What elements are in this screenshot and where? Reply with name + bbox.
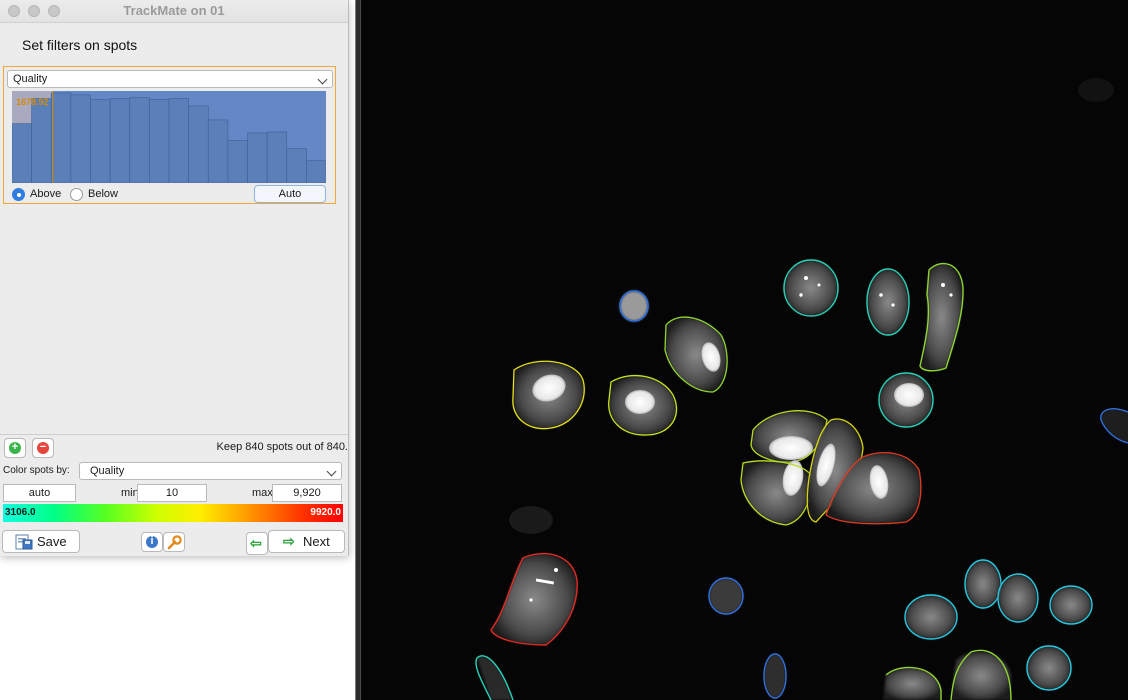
cell-spot[interactable]: [1100, 408, 1128, 444]
info-button[interactable]: i: [141, 532, 163, 552]
cell-spot[interactable]: [1026, 645, 1072, 691]
cell-spot[interactable]: [490, 553, 578, 646]
color-spots-label: Color spots by:: [3, 465, 70, 476]
max-value-field[interactable]: 9,920: [272, 484, 342, 502]
title-bar: TrackMate on 01: [0, 0, 348, 23]
histogram-bar: [109, 98, 131, 183]
cell-spot[interactable]: [883, 666, 942, 700]
previous-button[interactable]: ⇦: [246, 532, 268, 555]
histogram-bar: [90, 99, 111, 183]
filter-panel: Quality 1678.92 Above Below Auto: [3, 66, 336, 204]
auto-threshold-button[interactable]: Auto: [254, 185, 326, 203]
next-button[interactable]: ⇨ Next: [268, 530, 345, 553]
cell-spot[interactable]: [664, 316, 728, 393]
histogram-bar: [12, 123, 32, 183]
remove-filter-button[interactable]: −: [32, 438, 54, 458]
histogram-bar: [207, 119, 229, 183]
histogram-bar: [227, 140, 248, 183]
cell-spot[interactable]: [919, 262, 964, 372]
cell-spot[interactable]: [1049, 585, 1093, 625]
filter-controls: + − Keep 840 spots out of 840. Color spo…: [0, 434, 348, 557]
background-cell: [1078, 78, 1114, 102]
histogram-bar: [168, 98, 189, 183]
cell-spot[interactable]: [740, 459, 812, 526]
image-viewer[interactable]: [361, 0, 1128, 700]
below-radio-indicator[interactable]: [70, 188, 83, 201]
quality-histogram[interactable]: [12, 91, 326, 183]
cell-spot[interactable]: [763, 653, 787, 699]
histogram-bar: [50, 92, 72, 183]
cell-spot[interactable]: [997, 573, 1039, 623]
color-feature-select[interactable]: Quality: [79, 462, 342, 480]
color-scale-max: 9920.0: [310, 507, 341, 518]
save-button[interactable]: Save: [2, 530, 80, 553]
cell-spot[interactable]: [783, 259, 839, 317]
threshold-value-label: 1678.92: [16, 97, 49, 107]
next-button-label: Next: [303, 534, 330, 549]
cell-spot[interactable]: [806, 418, 864, 523]
below-radio[interactable]: Below: [70, 187, 130, 203]
histogram-bar: [306, 160, 326, 183]
cell-spot[interactable]: [866, 268, 910, 336]
trackmate-window: TrackMate on 01 Set filters on spots Qua…: [0, 0, 349, 556]
chevron-down-icon: [326, 466, 337, 477]
add-filter-button[interactable]: +: [4, 438, 26, 458]
window-title: TrackMate on 01: [123, 3, 225, 18]
above-radio[interactable]: Above: [12, 187, 72, 203]
cell-spot[interactable]: [950, 649, 1012, 700]
panel-heading: Set filters on spots: [22, 37, 138, 53]
min-value-field[interactable]: 10: [137, 484, 207, 502]
below-radio-label: Below: [88, 188, 118, 200]
microscopy-image[interactable]: [361, 0, 1128, 700]
filter-feature-value: Quality: [13, 73, 48, 85]
background-cell: [509, 506, 553, 534]
max-label: max: [252, 487, 273, 499]
save-button-label: Save: [37, 534, 67, 549]
cell-spot[interactable]: [708, 577, 744, 615]
histogram-bar: [149, 99, 170, 183]
remove-filter-icon: −: [37, 441, 49, 454]
histogram-bar: [266, 131, 288, 183]
color-feature-value: Quality: [90, 465, 125, 477]
spots-kept-summary: Keep 840 spots out of 840.: [216, 441, 349, 453]
info-icon: i: [146, 535, 158, 548]
histogram-bar: [286, 148, 307, 183]
above-radio-label: Above: [30, 188, 62, 200]
histogram-bar: [70, 94, 91, 183]
minimize-window-button[interactable]: [28, 5, 40, 17]
cell-spot[interactable]: [878, 372, 934, 428]
cell-spot[interactable]: [512, 360, 585, 430]
cell-spot[interactable]: [964, 559, 1002, 609]
chevron-down-icon: [317, 74, 328, 85]
cell-spot[interactable]: [619, 290, 649, 322]
auto-range-field[interactable]: auto: [3, 484, 76, 502]
cell-spot[interactable]: [475, 655, 514, 700]
histogram-bar: [129, 97, 150, 183]
add-filter-icon: +: [9, 441, 21, 454]
arrow-right-icon: ⇨: [283, 533, 295, 549]
min-label: min: [121, 487, 139, 499]
histogram-bar: [247, 132, 268, 183]
cell-spot[interactable]: [904, 594, 958, 640]
histogram-bar: [31, 98, 52, 183]
cell-spot[interactable]: [825, 452, 922, 525]
cell-spot[interactable]: [750, 410, 828, 463]
settings-button[interactable]: [163, 532, 185, 552]
filter-feature-select[interactable]: Quality: [7, 70, 333, 88]
above-radio-indicator[interactable]: [12, 188, 25, 201]
arrow-left-icon: ⇦: [250, 535, 262, 551]
save-icon: [15, 534, 33, 550]
zoom-window-button[interactable]: [48, 5, 60, 17]
color-scale-min: 3106.0: [5, 507, 36, 518]
close-window-button[interactable]: [8, 5, 20, 17]
color-scale-bar: 3106.0 9920.0: [3, 504, 343, 522]
cell-spot[interactable]: [608, 374, 678, 436]
viewer-window-edge: [355, 0, 361, 700]
histogram-bar: [188, 105, 209, 183]
wrench-icon: [167, 535, 182, 550]
